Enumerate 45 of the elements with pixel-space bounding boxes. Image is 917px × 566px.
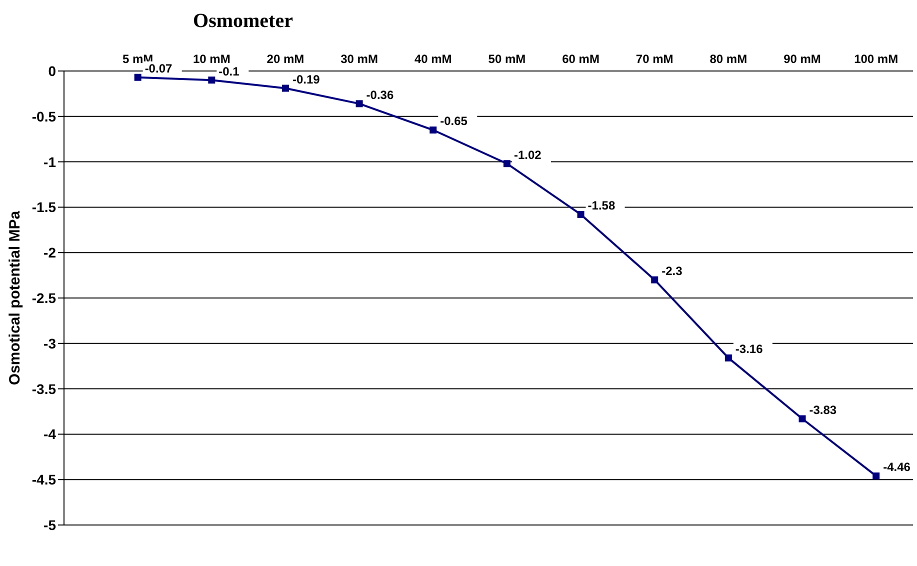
point (430, 126, 437, 134)
data-label: -0.19 (292, 72, 320, 86)
x-tick-label: 20 mM (266, 52, 304, 66)
point (208, 76, 216, 84)
point (651, 276, 658, 284)
x-tick-label: 30 mM (340, 52, 378, 66)
x-tick-label: 50 mM (488, 52, 526, 66)
x-tick-label: 80 mM (710, 52, 748, 66)
y-tick-label: 0 (48, 62, 56, 79)
y-tick-label: -0.5 (32, 108, 56, 124)
y-tick-label: -2 (44, 244, 56, 261)
y-tick-label: -1 (44, 154, 56, 170)
point (282, 84, 289, 92)
data-label: -0.65 (440, 114, 468, 128)
y-axis-title: Osmotical potential MPa (6, 210, 24, 386)
x-tick-label: 100 mM (854, 52, 898, 66)
data-label: -0.07 (144, 62, 173, 76)
x-tick-label: 10 mM (192, 52, 230, 66)
point (356, 100, 363, 108)
y-tick-label: -1.5 (32, 199, 56, 216)
data-label: -0.36 (366, 88, 394, 102)
y-tick-label: -3.5 (32, 380, 56, 397)
y-tick-label: -4 (44, 426, 56, 442)
data-label: -1.58 (588, 198, 616, 213)
x-tick-label: 90 mM (784, 52, 821, 66)
data-label: -2.3 (662, 264, 683, 278)
data-label: -0.1 (218, 64, 240, 78)
chart-title: Osmometer (192, 10, 294, 33)
point (503, 160, 510, 168)
y-tick-label: -5 (44, 516, 56, 533)
x-tick-label: 60 mM (562, 52, 600, 66)
y-tick-label: -3 (44, 335, 56, 352)
data-label: -3.83 (809, 402, 837, 417)
y-tick-label: -2.5 (32, 290, 56, 306)
x-tick-label: 70 mM (636, 52, 674, 66)
x-tick-label: 40 mM (414, 52, 452, 66)
data-label: -1.02 (514, 148, 542, 162)
data-label: -3.16 (735, 342, 764, 356)
point (577, 210, 584, 218)
y-tick-label: -4.5 (32, 472, 56, 488)
data-label: -4.46 (883, 460, 911, 474)
point (798, 415, 806, 422)
point (872, 472, 880, 480)
point (134, 74, 142, 81)
point (724, 354, 732, 362)
